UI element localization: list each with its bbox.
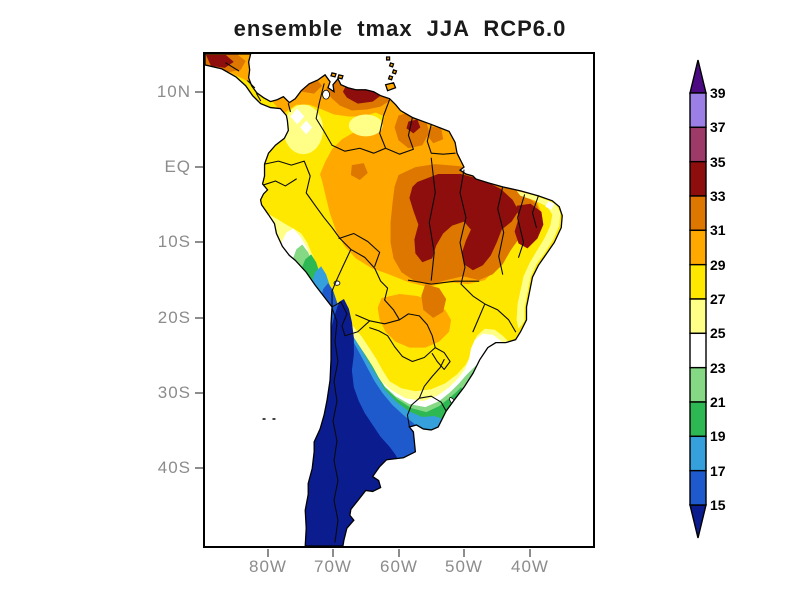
y-axis-label: 10N — [156, 82, 191, 101]
x-tick — [463, 549, 465, 557]
x-tick — [529, 549, 531, 557]
colorbar — [689, 59, 707, 539]
contour-region-25-27-venezuela — [348, 114, 383, 137]
contour-region-33-35-cores — [205, 54, 544, 271]
colorbar-segment-23-25 — [689, 332, 707, 369]
colorbar-tick-label: 39 — [710, 85, 726, 101]
colorbar-tick-label: 31 — [710, 222, 726, 238]
y-tick — [195, 91, 203, 93]
colorbar-segment-31-33 — [689, 195, 707, 232]
y-axis-label: 10S — [157, 232, 191, 251]
colorbar-segment-21-23 — [689, 366, 707, 403]
colorbar-segment-37-39 — [689, 92, 707, 129]
colorbar-arrow-down — [689, 504, 707, 539]
contour-region-31-33-blobs — [205, 54, 541, 318]
colorbar-segment-35-37 — [689, 126, 707, 163]
colorbar-tick-label: 27 — [710, 291, 726, 307]
colorbar-tick-label: 17 — [710, 463, 726, 479]
colorbar-segment-15-17 — [689, 469, 707, 506]
colorbar-tick-label: 15 — [710, 497, 726, 513]
colorbar-segment-19-21 — [689, 401, 707, 438]
y-axis-label: 20S — [157, 308, 191, 327]
contour-fill-layers — [205, 54, 563, 546]
political-borders — [225, 62, 539, 543]
colorbar-segment-17-19 — [689, 435, 707, 472]
map-panel — [203, 52, 595, 548]
x-tick — [332, 549, 334, 557]
colorbar-segment-25-27 — [689, 298, 707, 335]
colorbar-tick-label: 25 — [710, 325, 726, 341]
small-islands — [262, 418, 276, 421]
y-tick — [195, 467, 203, 469]
y-tick — [195, 241, 203, 243]
y-axis-label: EQ — [164, 157, 191, 176]
south-america-contour-map — [205, 54, 563, 546]
contour-region-23-25-colombia-spots — [290, 108, 313, 135]
x-axis-label: 70W — [314, 557, 352, 576]
colorbar-tick-label: 29 — [710, 257, 726, 273]
colorbar-segment-29-31 — [689, 229, 707, 266]
x-axis-label: 50W — [445, 557, 483, 576]
colorbar-segment-33-35 — [689, 160, 707, 197]
colorbar-tick-label: 19 — [710, 428, 726, 444]
lake-maracaibo — [322, 89, 330, 100]
y-tick — [195, 317, 203, 319]
colorbar-tick-label: 23 — [710, 360, 726, 376]
colorbar-tick-label: 37 — [710, 119, 726, 135]
colorbar-tick-label: 35 — [710, 154, 726, 170]
x-axis-label: 40W — [511, 557, 549, 576]
x-tick — [398, 549, 400, 557]
plot-title: ensemble tmax JJA RCP6.0 — [233, 16, 567, 41]
y-tick — [195, 166, 203, 168]
y-axis-label: 40S — [157, 458, 191, 477]
x-tick — [267, 549, 269, 557]
y-tick — [195, 392, 203, 394]
contour-region-25-27-east-coast-strip — [516, 190, 561, 329]
x-axis-label: 60W — [380, 557, 418, 576]
contour-region-23-25-ne-speck — [545, 200, 555, 210]
colorbar-segment-27-29 — [689, 263, 707, 300]
x-axis-label: 80W — [249, 557, 287, 576]
y-axis-label: 30S — [157, 383, 191, 402]
colorbar-arrow-up — [689, 59, 707, 94]
colorbar-tick-label: 33 — [710, 188, 726, 204]
contour-region-below-15 — [289, 299, 400, 546]
colorbar-tick-label: 21 — [710, 394, 726, 410]
